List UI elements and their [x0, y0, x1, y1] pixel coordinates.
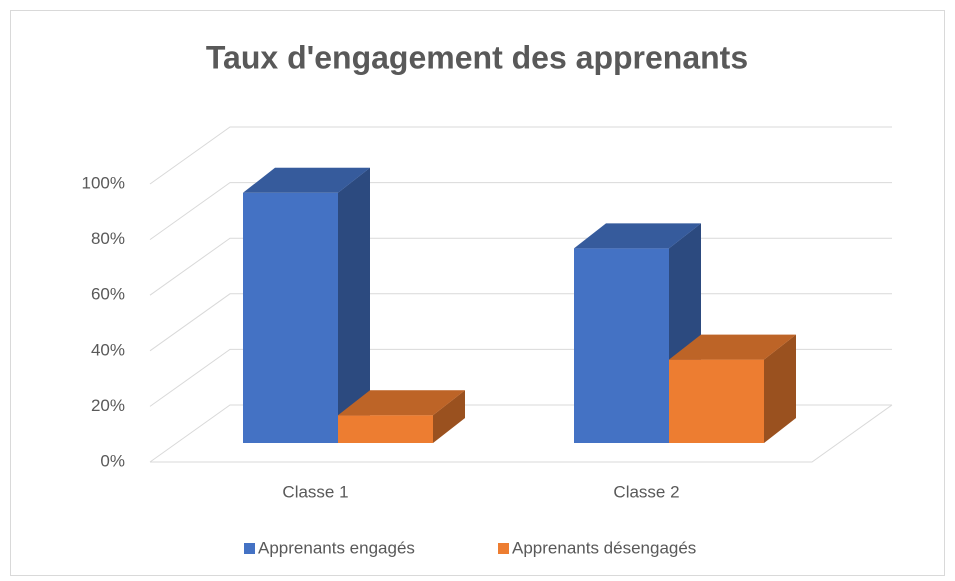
- bar-side-shade: [338, 167, 370, 444]
- bar-top-shade: [338, 390, 465, 416]
- y-tick-label: 0%: [100, 451, 125, 470]
- bar-front: [669, 359, 764, 443]
- bar-front: [243, 192, 338, 443]
- y-tick-label: 20%: [91, 396, 125, 415]
- bar: [669, 334, 796, 443]
- bar-front: [574, 248, 669, 443]
- bar-top: [669, 334, 796, 360]
- legend-swatch: [244, 543, 255, 554]
- bar-side: [764, 334, 796, 443]
- legend-swatch: [498, 543, 509, 554]
- bar-front: [338, 415, 433, 443]
- bar-top-shade: [243, 167, 370, 193]
- grid-line: [149, 126, 892, 185]
- y-tick-label: 80%: [91, 229, 125, 248]
- bar-top-shade: [669, 334, 796, 360]
- bar-side: [433, 390, 465, 443]
- bar-side-shade: [764, 334, 796, 443]
- grid-line: [149, 182, 892, 241]
- x-tick-label: Classe 1: [282, 482, 348, 501]
- legend-label: Apprenants engagés: [258, 538, 415, 557]
- x-tick-label: Classe 2: [613, 482, 679, 501]
- bar-top: [338, 390, 465, 416]
- floor-edge: [150, 404, 893, 463]
- bar-side: [338, 167, 370, 444]
- bar-side-shade: [433, 390, 465, 443]
- bar: [338, 390, 465, 443]
- y-tick-label: 40%: [91, 340, 125, 359]
- chart-title: Taux d'engagement des apprenants: [206, 39, 748, 75]
- y-tick-label: 60%: [91, 285, 125, 304]
- chart-frame: [10, 10, 945, 576]
- legend-label: Apprenants désengagés: [512, 538, 696, 557]
- bar-top: [243, 167, 370, 193]
- bar-top: [574, 223, 701, 249]
- y-tick-label: 100%: [82, 173, 125, 192]
- bar-top-shade: [574, 223, 701, 249]
- bar: [243, 167, 370, 444]
